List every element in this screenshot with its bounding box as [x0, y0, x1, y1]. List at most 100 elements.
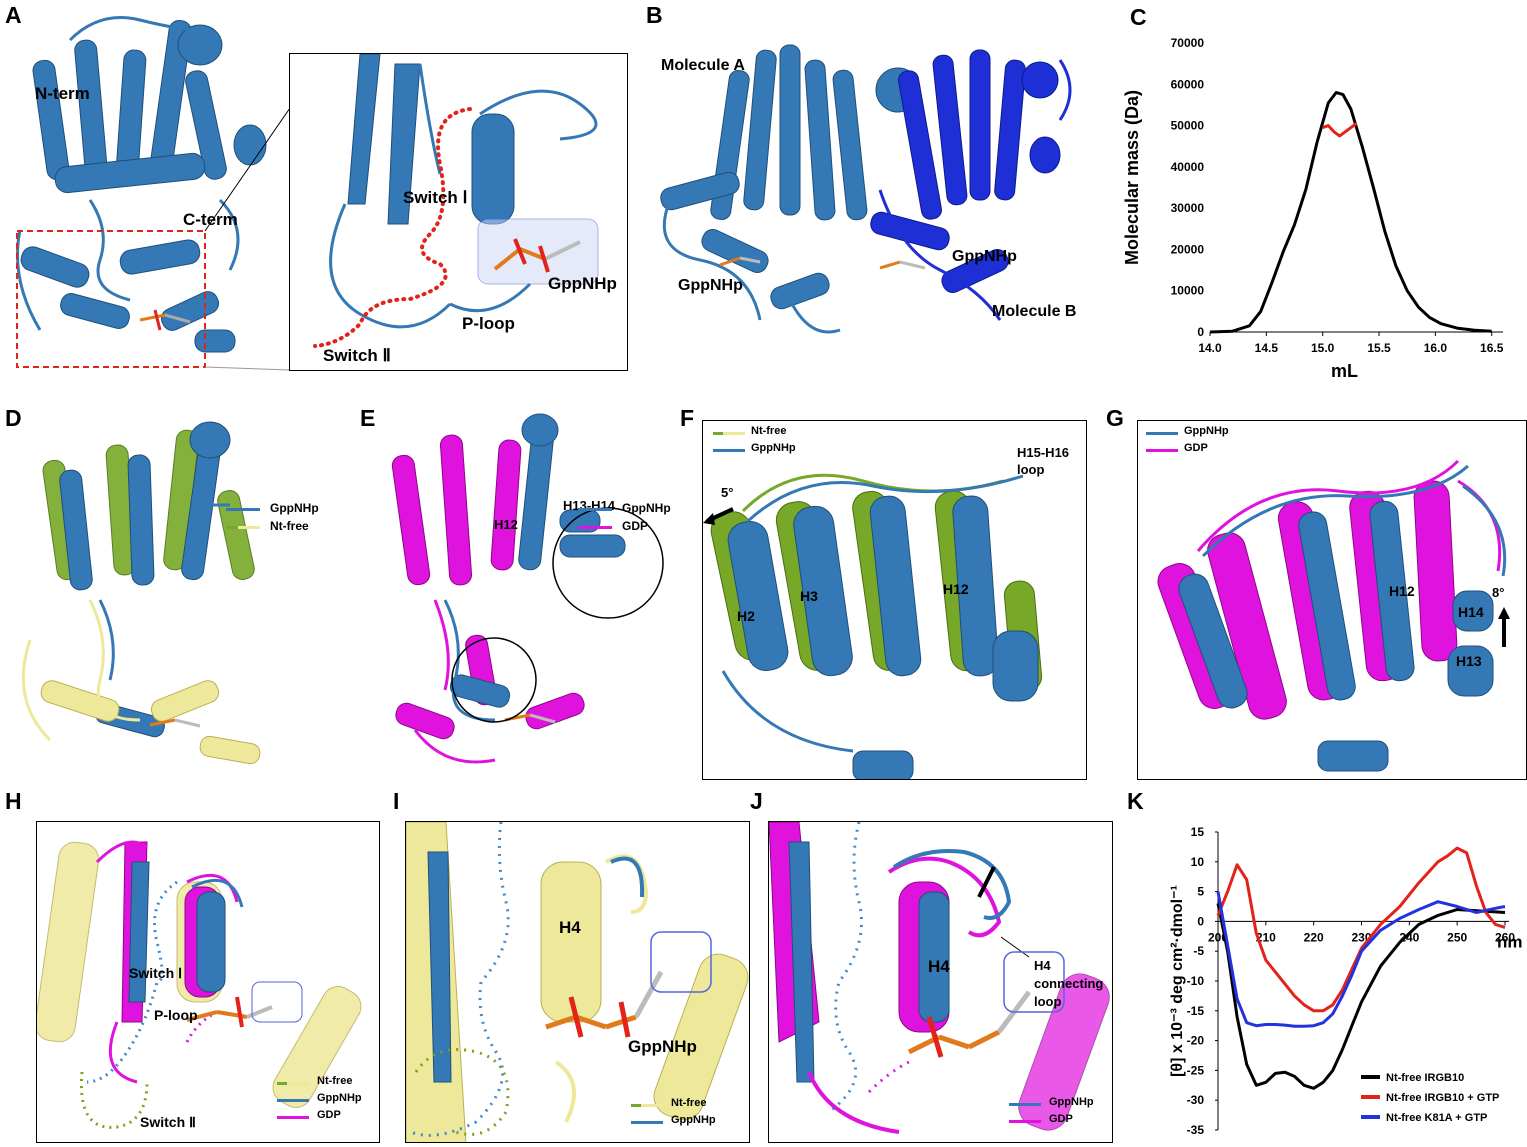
y-tick-label: 20000: [1171, 242, 1205, 256]
legend-i: Nt-free GppNHp: [631, 1097, 741, 1135]
y-tick-label: 10: [1191, 855, 1205, 869]
ligand-label: GppNHp: [548, 274, 617, 293]
panel-g-frame: GppNHp GDP H12 H14 H13 8°: [1137, 420, 1527, 780]
loop-label: loop: [1017, 462, 1045, 477]
helix-overlay-f: [703, 473, 1043, 779]
panel-e: E H12 H13-H14 Gp: [355, 400, 685, 785]
molecule-b-label: Molecule B: [992, 303, 1077, 320]
legend-label: GppNHp: [622, 501, 671, 515]
h2-label: H2: [737, 608, 755, 624]
panel-letter: I: [393, 788, 400, 814]
y-tick-label: 0: [1197, 914, 1204, 928]
loop-note: loop: [1034, 994, 1062, 1009]
switch-region-zoom-inset: Switch Ⅰ GppNHp P-loop Switch Ⅱ: [289, 53, 628, 371]
loop-label: H15-H16: [1017, 445, 1070, 460]
panel-f-frame: Nt-free GppNHp H15-H16 loop 5° H2 H3 H12: [702, 420, 1087, 780]
legend-label: Nt-free: [317, 1075, 353, 1087]
x-tick-label: 210: [1256, 930, 1276, 944]
legend-label: Nt-free K81A + GTP: [1386, 1112, 1487, 1124]
p-loop-label: P-loop: [462, 314, 515, 333]
panel-d: D: [0, 400, 350, 785]
y-tick-label: -20: [1187, 1034, 1205, 1048]
legend-label: Nt-free IRGB10 + GTP: [1386, 1092, 1499, 1104]
legend-label: Nt-free: [751, 425, 787, 437]
legend-f: Nt-free GppNHp: [713, 425, 813, 463]
legend-g: GppNHp GDP: [1146, 425, 1246, 463]
n-term-label: N-term: [35, 84, 90, 103]
series-line-3: [1216, 891, 1506, 1028]
y-tick-label: 5: [1197, 885, 1204, 899]
x-tick-label: 16.0: [1424, 341, 1448, 355]
panel-i-frame: H4 GppNHp Nt-free GppNHp: [405, 821, 750, 1143]
y-tick-label: -30: [1187, 1093, 1205, 1107]
h4-overlay-i: [406, 822, 749, 1142]
switch-2-label: Switch Ⅱ: [140, 1114, 196, 1130]
structure-overlay-e: [391, 413, 664, 764]
panel-k: K 15 10 5 0 -5 -10 -15 -20 -25 -30 -35 200 210 220 230…: [1118, 785, 1527, 1147]
y-tick-label: 70000: [1171, 36, 1205, 50]
p-loop-label: P-loop: [154, 1007, 198, 1023]
protein-structure-overview: [16, 16, 291, 371]
legend-label: GppNHp: [1184, 425, 1229, 437]
y-tick-label: -10: [1187, 974, 1205, 988]
mass-chart: 14.0 14.5 15.0 15.5 16.0 16.5 0 10000 20000 30000…: [1122, 36, 1504, 381]
panel-letter: K: [1127, 788, 1144, 814]
series-line-2: [1216, 846, 1506, 1013]
h4-overlay-j: [769, 822, 1110, 1134]
x-tick-label: 220: [1304, 930, 1324, 944]
panel-f: F: [680, 400, 1095, 785]
series-line-absorbance: [1209, 91, 1492, 334]
panel-a: A: [0, 0, 640, 385]
panel-g: G: [1100, 400, 1527, 785]
x-tick-label: 250: [1447, 930, 1467, 944]
panel-i: I: [385, 785, 755, 1147]
panel-letter: J: [750, 788, 763, 814]
panel-letter: H: [5, 788, 22, 814]
x-tick-label: 260: [1495, 930, 1515, 944]
panel-j: J: [748, 785, 1118, 1147]
y-tick-label: -5: [1193, 944, 1204, 958]
c-term-label: C-term: [183, 210, 238, 229]
series-line-mass: [1322, 122, 1358, 138]
panel-j-frame: H4 H4 connecting loop GppNHp GDP: [768, 821, 1113, 1143]
y-tick-label: 40000: [1171, 160, 1205, 174]
legend-label: Nt-free IRGB10: [1386, 1072, 1464, 1084]
switch-2-label: Switch Ⅱ: [323, 346, 391, 365]
h12-label: H12: [1389, 583, 1415, 599]
x-tick-label: 14.0: [1198, 341, 1222, 355]
ligand-label-right: GppNHp: [952, 248, 1017, 265]
legend-label: GDP: [317, 1109, 341, 1121]
y-tick-label: 15: [1191, 825, 1205, 839]
panel-letter: C: [1130, 4, 1147, 30]
h4-label: H4: [559, 918, 581, 937]
y-tick-label: 60000: [1171, 77, 1205, 91]
x-axis-label: mL: [1331, 361, 1358, 381]
y-tick-label: 30000: [1171, 201, 1205, 215]
panel-letter: D: [5, 405, 22, 431]
h12-label: H12: [494, 517, 518, 532]
loop-note: H4: [1034, 958, 1051, 973]
ligand-label-left: GppNHp: [678, 277, 743, 294]
legend-label: GppNHp: [751, 442, 796, 454]
h14-label: H14: [1458, 604, 1484, 620]
y-axis-label: [θ] x 10⁻³ deg cm²·dmol⁻¹: [1169, 885, 1186, 1077]
dimer-structure: [660, 44, 1072, 334]
legend-label: GDP: [1184, 442, 1208, 454]
legend-d-box: GppNHp Nt-free: [226, 501, 346, 539]
panel-letter: F: [680, 405, 695, 431]
legend-label: GppNHp: [317, 1092, 362, 1104]
series-line-1: [1216, 903, 1506, 1090]
y-tick-label: 10000: [1171, 284, 1205, 298]
h12-label: H12: [943, 581, 969, 597]
panel-h-frame: Switch Ⅰ P-loop Switch Ⅱ Nt-free GppNHp …: [36, 821, 380, 1143]
legend-label: GppNHp: [1049, 1096, 1094, 1108]
panel-letter: G: [1106, 405, 1124, 431]
x-tick-label: 240: [1399, 930, 1419, 944]
panel-letter: A: [5, 2, 22, 28]
legend-j: GppNHp GDP: [1009, 1096, 1109, 1134]
h3-label: H3: [800, 588, 818, 604]
switch-region-structure: [313, 54, 599, 348]
y-tick-label: -15: [1187, 1004, 1205, 1018]
legend-label: GDP: [1049, 1113, 1073, 1125]
